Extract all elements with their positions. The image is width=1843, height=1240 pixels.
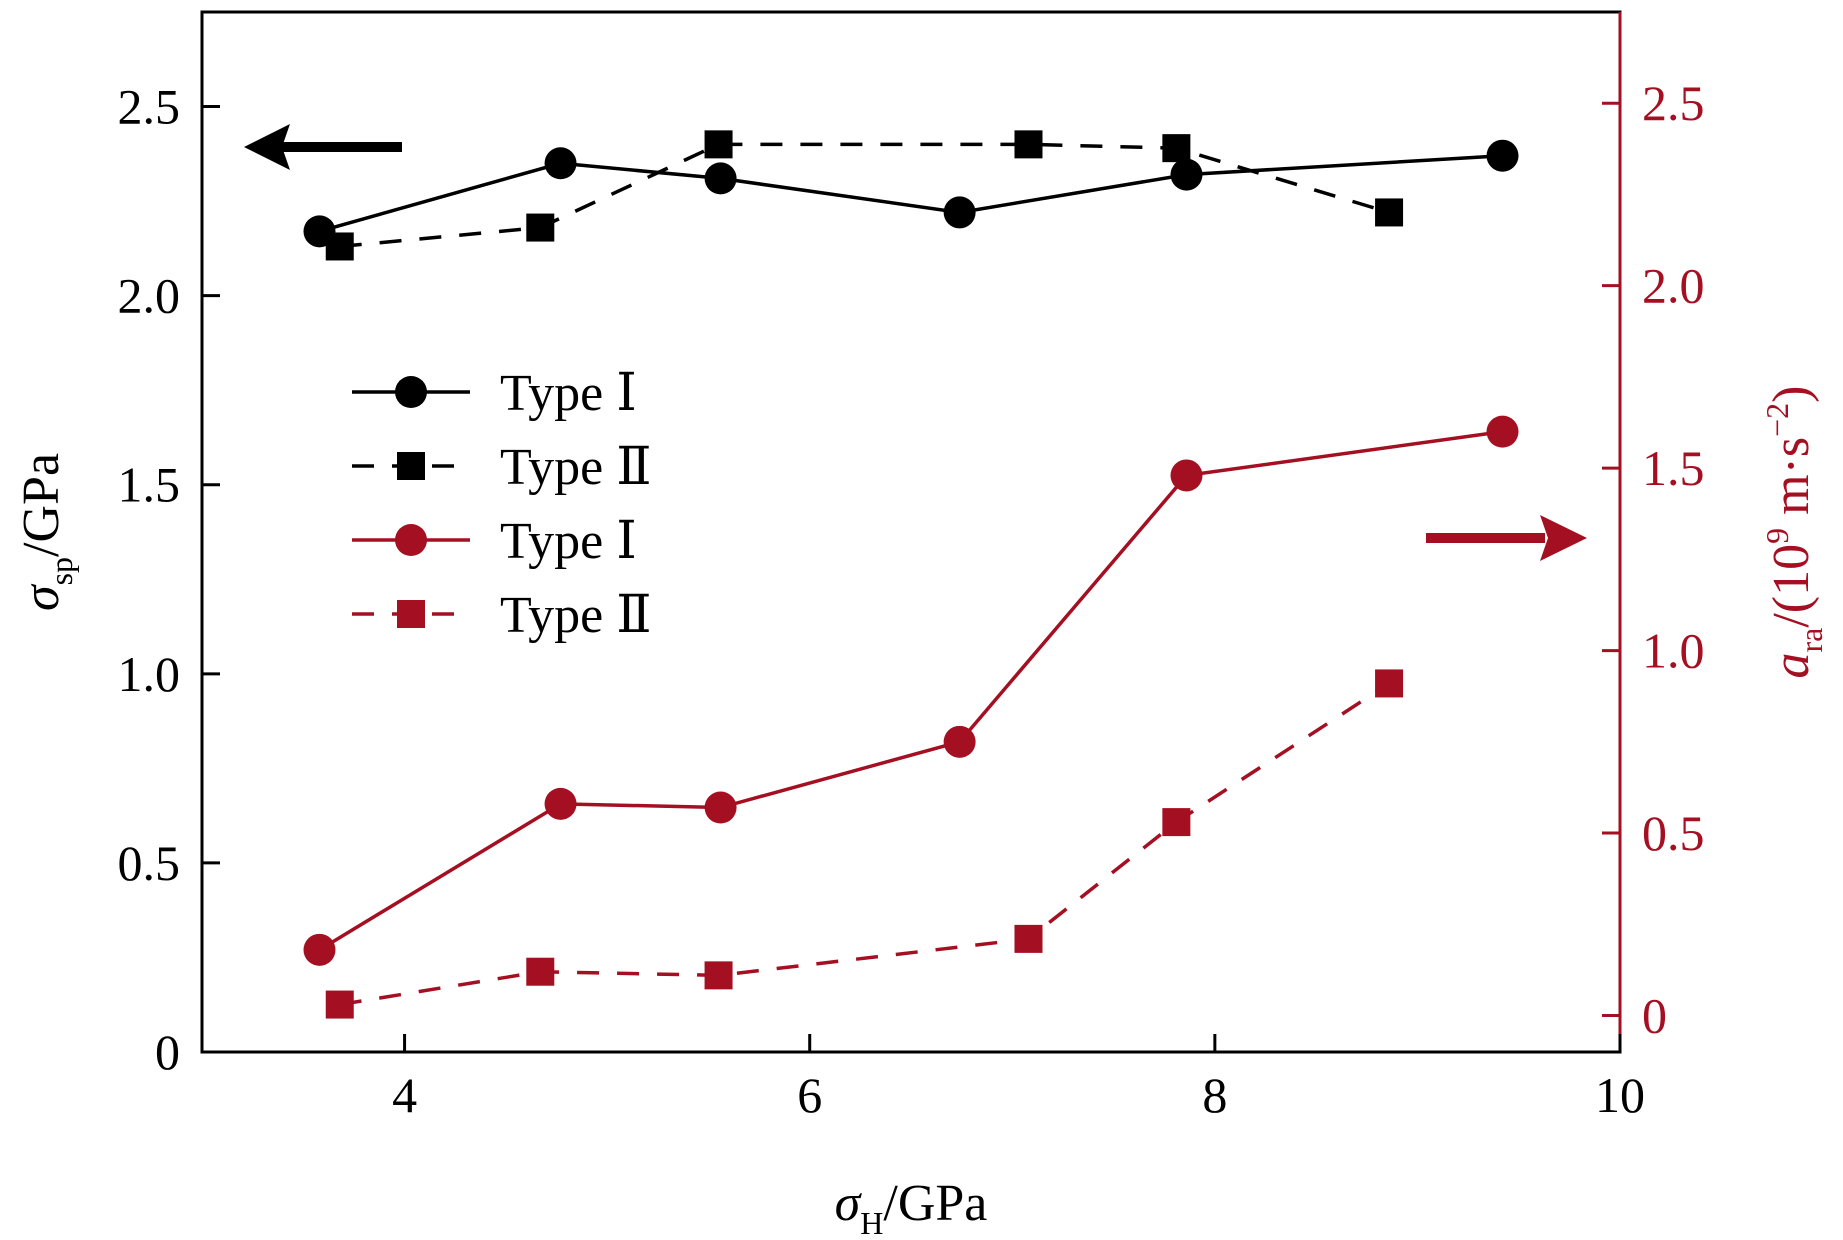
- x-tick-label: 4: [392, 1067, 417, 1123]
- circle-marker: [1170, 158, 1203, 191]
- series-2: [303, 415, 1519, 966]
- y-left-tick-label: 1.5: [118, 457, 181, 513]
- circle-marker: [544, 787, 577, 820]
- x-tick-label: 6: [797, 1067, 822, 1123]
- circle-marker: [943, 196, 976, 229]
- y-left-tick-label: 2.5: [118, 79, 181, 135]
- circle-marker: [704, 162, 737, 195]
- circle-marker: [943, 725, 976, 758]
- right-axis-arrow: [1426, 515, 1587, 561]
- legend-item: Type Ⅱ: [352, 587, 652, 644]
- legend: Type Ⅰ Type Ⅱ Type Ⅰ Type Ⅱ: [352, 365, 652, 644]
- legend-label: Type Ⅰ: [500, 365, 637, 422]
- circle-marker: [1486, 139, 1519, 172]
- y-left-tick-label: 0.5: [118, 835, 181, 891]
- square-marker: [1162, 808, 1191, 837]
- square-marker: [1014, 130, 1043, 159]
- square-marker: [526, 957, 555, 986]
- x-tick-label: 10: [1595, 1067, 1645, 1123]
- y-left-tick-label: 0: [155, 1024, 180, 1080]
- y-right-axis-ticks: 0 0.5 1.0 1.5 2.0 2.5: [1602, 75, 1705, 1044]
- square-marker: [704, 961, 733, 990]
- y-left-axis-title: σsp/GPa: [13, 453, 79, 611]
- square-marker: [325, 232, 354, 261]
- series-1: [325, 130, 1404, 261]
- circle-marker: [395, 376, 427, 408]
- left-axis-arrow: [244, 124, 402, 170]
- square-marker: [1375, 669, 1404, 698]
- square-marker: [1014, 924, 1043, 953]
- y-right-tick-label: 0: [1642, 988, 1667, 1044]
- legend-label: Type Ⅰ: [500, 513, 637, 570]
- y-right-tick-label: 2.5: [1642, 75, 1705, 131]
- circle-marker: [1170, 459, 1203, 492]
- y-left-axis-ticks: 0 0.5 1.0 1.5 2.0 2.5: [118, 79, 220, 1080]
- circle-marker: [303, 933, 336, 966]
- circle-marker: [395, 524, 427, 556]
- y-left-tick-label: 1.0: [118, 646, 181, 702]
- y-right-tick-label: 0.5: [1642, 805, 1705, 861]
- series-line: [318, 429, 1503, 952]
- y-left-tick-label: 2.0: [118, 268, 181, 324]
- series-line: [319, 153, 1503, 234]
- legend-item: Type Ⅰ: [352, 513, 637, 570]
- series-line: [339, 681, 1391, 1007]
- square-marker: [1375, 198, 1404, 227]
- square-marker: [325, 990, 354, 1019]
- circle-marker: [1486, 415, 1519, 448]
- circle-marker: [544, 147, 577, 180]
- legend-item: Type Ⅰ: [352, 365, 637, 422]
- y-right-axis-title: ara/(109 m·s−2): [1759, 386, 1829, 679]
- legend-item: Type Ⅱ: [352, 439, 652, 496]
- square-marker: [397, 452, 425, 480]
- legend-label: Type Ⅱ: [500, 587, 652, 644]
- legend-label: Type Ⅱ: [500, 439, 652, 496]
- y-right-tick-label: 2.0: [1642, 258, 1705, 314]
- series-layer: [303, 130, 1519, 1019]
- circle-marker: [704, 791, 737, 824]
- square-marker: [526, 213, 555, 242]
- y-right-tick-label: 1.0: [1642, 623, 1705, 679]
- square-marker: [397, 600, 425, 628]
- x-tick-label: 8: [1202, 1067, 1227, 1123]
- y-right-tick-label: 1.5: [1642, 440, 1705, 496]
- x-axis-ticks: 4 6 8 10: [392, 1034, 1645, 1123]
- square-marker: [1162, 134, 1191, 163]
- series-3: [325, 669, 1404, 1019]
- x-axis-title: σH/GPa: [835, 1175, 988, 1240]
- series-line: [339, 142, 1390, 249]
- square-marker: [704, 130, 733, 159]
- series-0: [303, 139, 1519, 248]
